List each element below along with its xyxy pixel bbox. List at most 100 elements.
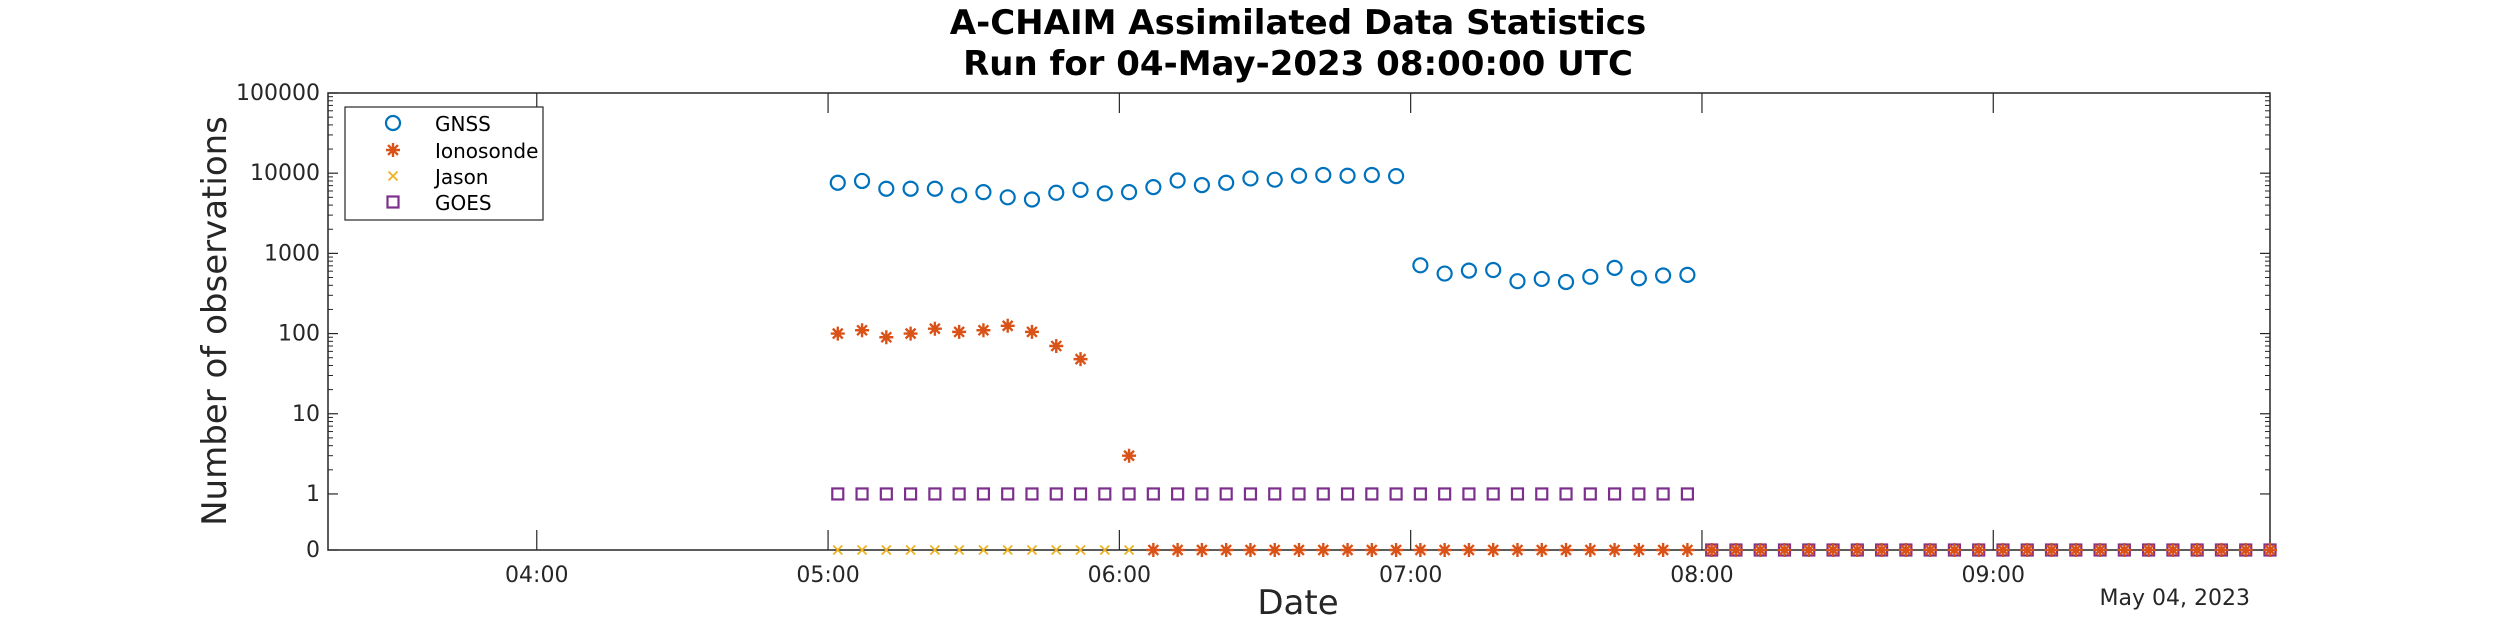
ionosonde-point — [2068, 543, 2083, 557]
gnss-point — [1242, 170, 1259, 187]
legend-label-jason: Jason — [433, 165, 489, 189]
ionosonde-point — [1413, 543, 1428, 557]
jason-point — [929, 544, 941, 556]
chart-title-line-1: A-CHAIM Assimilated Data Statistics — [950, 3, 1646, 43]
x-tick-label: 09:00 — [1962, 563, 2025, 588]
x-axis-date-label: May 04, 2023 — [2100, 586, 2250, 611]
legend-symbol-gnss — [384, 114, 402, 132]
jason-point — [905, 544, 916, 556]
goes-point — [1340, 487, 1355, 501]
gnss-point — [1557, 273, 1575, 291]
ionosonde-point — [1389, 543, 1404, 557]
gnss-point — [902, 180, 919, 197]
ionosonde-point — [1170, 543, 1185, 557]
ionosonde-point — [1826, 543, 1841, 557]
ionosonde-point — [1559, 543, 1574, 557]
gnss-point — [1582, 268, 1599, 285]
ionosonde-point — [830, 326, 845, 341]
ionosonde-point — [927, 321, 942, 336]
legend: GNSS Ionosonde Jason GOES — [344, 106, 544, 221]
ionosonde-point — [1194, 543, 1209, 557]
goes-point — [1413, 487, 1427, 501]
ionosonde-point — [1437, 543, 1452, 557]
gnss-point — [853, 172, 871, 190]
ionosonde-point — [1510, 543, 1525, 557]
gnss-point — [1363, 166, 1380, 184]
ionosonde-point — [1583, 543, 1598, 557]
chart-title: A-CHAIM Assimilated Data Statistics Run … — [950, 3, 1646, 84]
gnss-point — [999, 189, 1016, 206]
ionosonde-point — [1874, 543, 1889, 557]
gnss-point — [1460, 262, 1478, 279]
gnss-point — [1533, 270, 1550, 288]
ionosonde-point — [952, 324, 967, 339]
ionosonde-point — [1777, 543, 1792, 557]
series-gnss — [829, 166, 1696, 291]
ionosonde-point — [1656, 543, 1671, 557]
goes-point — [903, 487, 918, 501]
y-tick-label: 10 — [292, 402, 320, 427]
chart-title-line-2: Run for 04-May-2023 08:00:00 UTC — [963, 44, 1633, 84]
ionosonde-point — [976, 323, 991, 338]
gnss-point — [1606, 259, 1623, 276]
gnss-point — [829, 174, 846, 191]
goes-point — [1268, 487, 1282, 501]
goes-point — [1316, 487, 1330, 501]
goes-point — [1462, 487, 1476, 501]
ionosonde-point — [1753, 543, 1768, 557]
jason-point — [832, 544, 843, 556]
ionosonde-point — [1850, 543, 1865, 557]
gnss-point — [1145, 179, 1162, 196]
ionosonde-point — [2020, 543, 2035, 557]
goes-point — [1535, 487, 1549, 501]
gnss-point — [1655, 267, 1672, 284]
goes-point — [1025, 487, 1039, 501]
plot-area — [327, 92, 2271, 551]
goes-point — [831, 487, 845, 501]
ionosonde-point — [1292, 543, 1306, 557]
ionosonde-point — [2238, 543, 2253, 557]
goes-point — [1656, 487, 1670, 501]
goes-point — [952, 487, 966, 501]
jason-point — [1002, 544, 1013, 556]
goes-point — [928, 487, 942, 501]
jason-point — [856, 544, 868, 556]
ionosonde-point — [2165, 543, 2180, 557]
ionosonde-point — [1923, 543, 1938, 557]
ionosonde-point — [1607, 543, 1622, 557]
y-tick-label: 100 — [278, 322, 320, 347]
goes-point — [1680, 487, 1695, 501]
gnss-point — [1387, 167, 1405, 185]
data-marks — [829, 166, 2277, 557]
legend-symbol-jason — [387, 170, 399, 182]
gnss-point — [951, 187, 968, 204]
gnss-point — [1509, 273, 1526, 290]
jason-point — [881, 544, 892, 556]
x-tick-label: 04:00 — [505, 563, 568, 588]
legend-symbols — [384, 114, 402, 209]
goes-point — [1389, 487, 1403, 501]
goes-point — [1438, 487, 1452, 501]
goes-point — [1171, 487, 1185, 501]
ionosonde-point — [1267, 543, 1282, 557]
gnss-point — [1193, 177, 1211, 194]
ionosonde-point — [2263, 543, 2277, 557]
ionosonde-point — [1049, 338, 1064, 353]
jason-point — [1026, 544, 1038, 556]
y-axis-label: Number of observations — [195, 116, 235, 526]
gnss-point — [1072, 181, 1089, 198]
goes-point — [1219, 487, 1233, 501]
ionosonde-point — [1219, 543, 1234, 557]
goes-point — [1073, 487, 1088, 501]
gnss-point — [1485, 261, 1502, 279]
ionosonde-point — [903, 326, 918, 341]
legend-symbol-goes — [386, 195, 400, 209]
gnss-point — [1266, 171, 1283, 188]
ionosonde-point — [2117, 543, 2132, 557]
goes-point — [1510, 487, 1525, 501]
goes-point — [976, 487, 991, 501]
ionosonde-point — [1631, 543, 1646, 557]
jason-point — [1123, 544, 1135, 556]
gnss-point — [1630, 270, 1647, 287]
